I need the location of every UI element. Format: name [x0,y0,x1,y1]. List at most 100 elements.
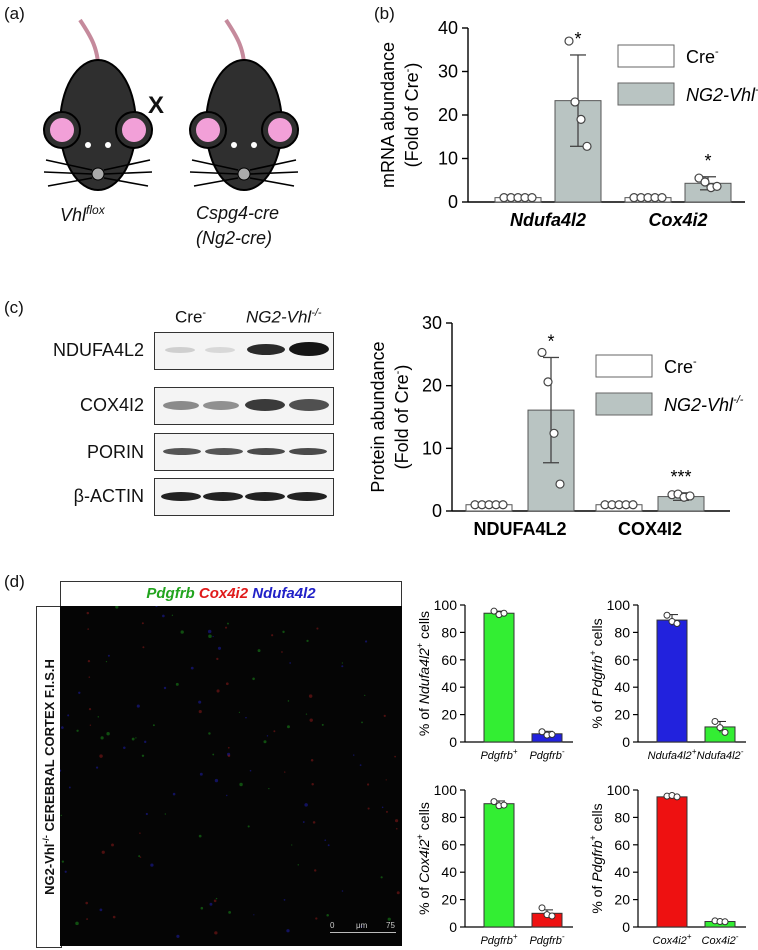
band [165,347,195,353]
signal-dot [297,864,299,866]
data-point [721,728,729,736]
y-tick-label: 40 [441,679,457,695]
signal-dot [95,766,99,769]
data-point [711,717,719,725]
data-point [549,428,559,438]
data-point [570,97,580,107]
signal-dot [341,662,344,664]
signal-dot [68,786,71,789]
x-category-label: COX4I2 [618,519,682,539]
significance-marker: * [574,29,581,49]
mouse-left-icon [43,18,153,191]
signal-dot [364,640,368,643]
data-point [500,801,508,809]
blot-label-beta-actin: β-ACTIN [73,486,144,506]
y-tick-label: 0 [622,734,630,750]
signal-dot [101,850,105,854]
data-point [712,181,722,191]
fish-side-label-box: NG2-Vhl-/- CEREBRAL CORTEX F.I.S.H [36,606,62,948]
data-point [537,347,547,358]
signal-dot [86,918,88,920]
band [247,344,285,355]
data-point [543,377,553,387]
signal-dot [139,856,142,858]
signal-dot [200,906,204,910]
signal-dot [142,646,145,649]
y-tick-label: 80 [441,624,457,640]
signal-dot [286,725,290,729]
data-point [500,609,508,617]
signal-dot [321,723,324,726]
signal-dot [67,714,70,717]
data-point [721,918,729,926]
signal-dot [257,649,261,653]
title-ndufa4l2: Ndufa4l2 [252,585,316,602]
signal-dot [353,754,355,756]
chart-mrna-abundance: 0 10 20 30 40 mRNA abundance (Fold of Cre-) * Nd… [378,18,758,230]
signal-dot [273,730,276,733]
signal-dot [176,934,180,938]
significance-marker: *** [670,467,691,487]
signal-dot [76,729,79,732]
signal-dot [89,724,92,726]
signal-dot [396,891,400,895]
y-tick-label: 20 [614,892,630,908]
signal-dot [198,834,202,838]
y-tick-label: 20 [441,707,457,723]
signal-dot [341,890,344,892]
signal-dot [327,844,330,847]
x-category-label: Pdgfrb+ [480,932,517,947]
y-axis-label: % of Cox4i2+ cells [415,802,432,915]
panel-label-a: (a) [4,4,25,23]
signal-dot [227,746,230,749]
significance-marker: * [704,151,711,171]
signal-dot [115,606,119,609]
signal-dot [163,686,167,690]
x-category-label: Cox4i2 [648,210,707,230]
signal-dot [75,921,79,926]
band [163,448,201,455]
signal-dot [225,626,228,629]
panel-label-b: (b) [374,4,395,23]
signal-dot [208,634,212,639]
signal-dot [208,732,211,735]
signal-dot [85,901,89,905]
signal-dot [312,821,316,824]
signal-dot [245,716,247,719]
bar [656,619,688,743]
signal-dot [227,622,229,625]
signal-dot [99,908,103,912]
signal-dot [387,917,391,921]
x-category-label: Pdgfrb+ [480,747,517,762]
y-tick-label: 20 [438,105,458,125]
band [247,448,285,455]
y-tick-label: 100 [434,782,458,798]
signal-dot [360,925,363,928]
western-blot: Cre- NG2-Vhl-/- NDUFA4L2 COX4I2 PORIN β-… [0,295,360,525]
y-tick-label: 30 [422,313,442,333]
signal-dot [316,627,319,630]
scale-bar-zero: 0 [330,921,335,930]
signal-dot [291,844,293,846]
blot-strip-porin [154,433,334,471]
y-tick-label: 80 [614,809,630,825]
y-tick-label: 60 [614,837,630,853]
signal-dot [252,677,255,681]
data-point [548,730,556,738]
signal-dot [306,639,309,643]
cross-symbol: X [148,92,165,119]
data-point [538,728,546,736]
signal-dot [216,657,219,661]
signal-dot [162,614,165,618]
data-point [685,491,695,501]
signal-dot [228,910,232,914]
signal-dot [308,694,313,698]
signal-dot [366,783,370,786]
x-category-label: Ndufa4l2+ [648,747,697,762]
legend-swatch [595,392,653,416]
y-tick-label: 40 [441,864,457,880]
signal-dot [385,810,388,813]
y-tick-label: 0 [449,919,457,935]
signal-dot [305,713,308,715]
x-category-label: Cox4i2- [702,932,739,947]
